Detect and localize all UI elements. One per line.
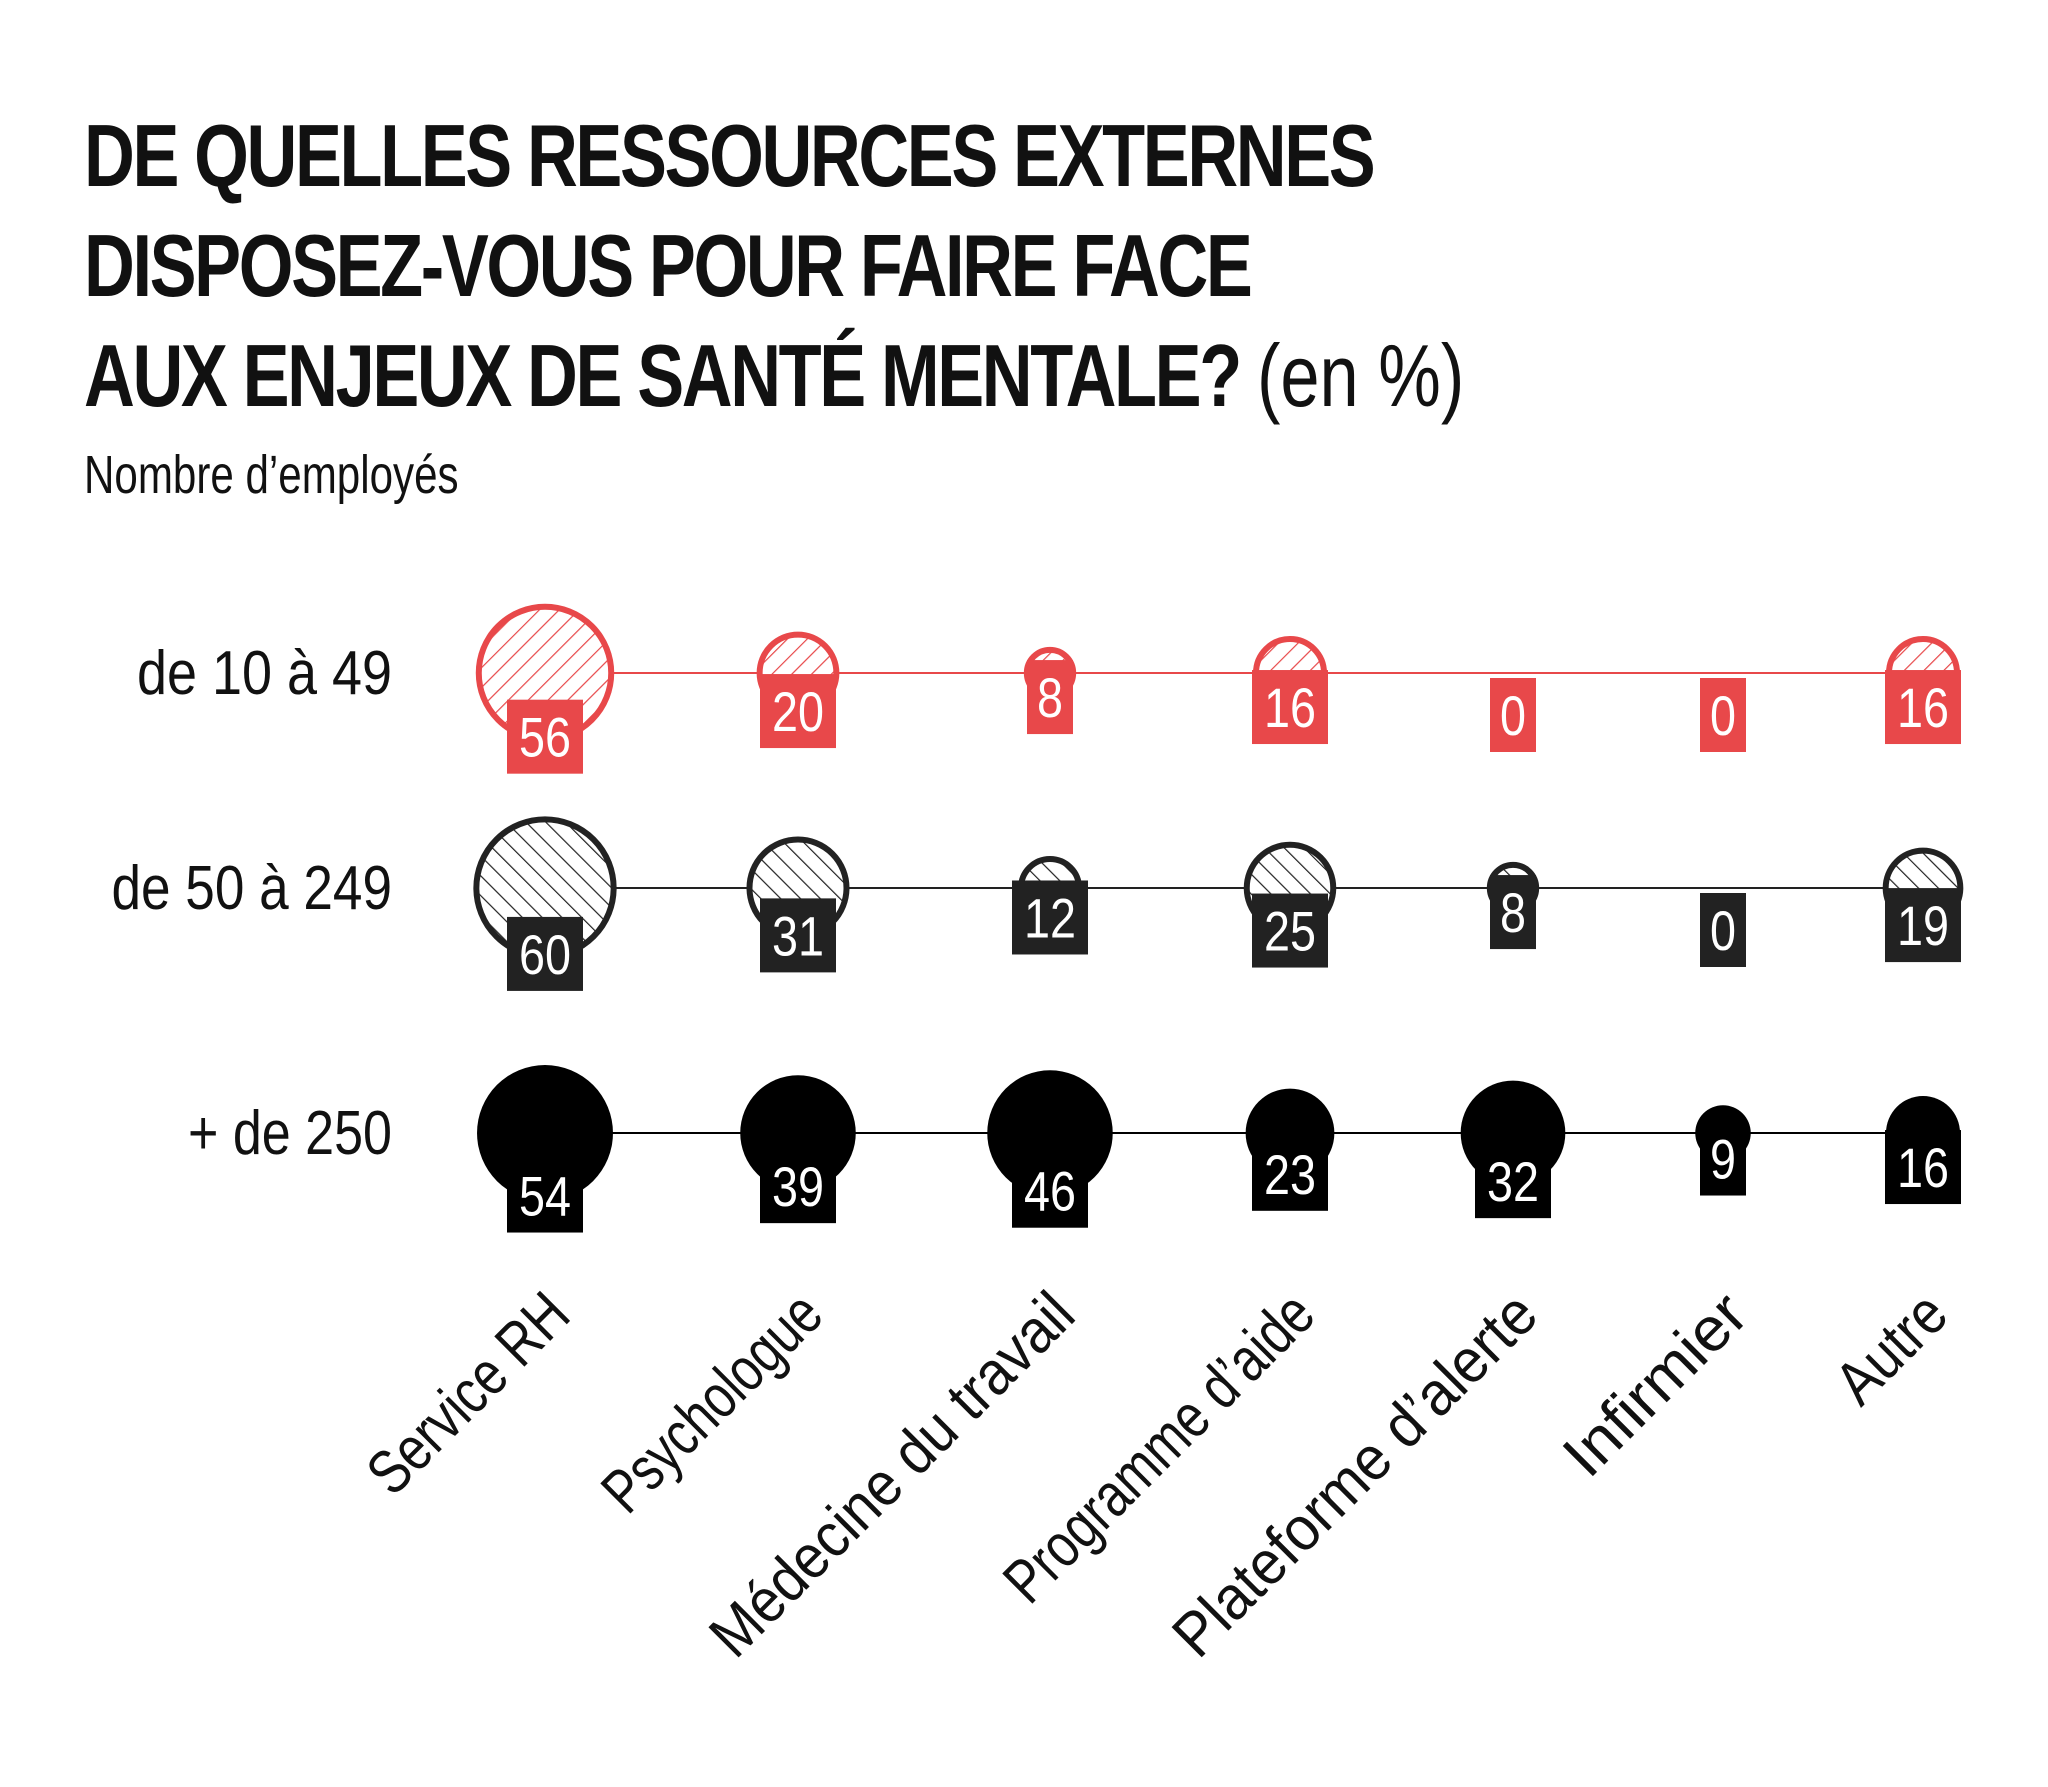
value-label-box	[760, 1149, 836, 1224]
value-label-box	[1885, 1130, 1961, 1205]
value-label: 23	[1264, 1143, 1316, 1206]
row-label-1: de 50 à 249	[112, 854, 393, 923]
value-label: 25	[1264, 900, 1316, 963]
value-label: 31	[772, 904, 824, 967]
value-label: 16	[1897, 1136, 1949, 1199]
category-label: Plateforme d’alerte	[1160, 1279, 1551, 1670]
chart-title-unit: (en %)	[1256, 326, 1465, 425]
series-row-0: de 10 à 49 56 20 8 16 0 0 16	[137, 603, 1961, 774]
value-label-box	[1885, 888, 1961, 963]
value-label: 39	[772, 1155, 824, 1218]
category-label: Autre	[1822, 1279, 1961, 1418]
value-label: 8	[1500, 881, 1526, 944]
value-label: 60	[519, 923, 571, 986]
value-label: 54	[519, 1165, 571, 1228]
value-label-box	[1490, 875, 1536, 950]
value-label: 9	[1710, 1128, 1736, 1191]
series-row-1: de 50 à 249 60 31 12 25 8 0 19	[112, 816, 1964, 991]
value-label-box	[1252, 1136, 1328, 1211]
value-label: 0	[1500, 684, 1526, 747]
chart-subtitle: Nombre d’employés	[84, 445, 459, 505]
series-row-2: + de 250 54 39 46 23 32 9 16	[188, 1065, 1961, 1233]
chart-title-line-2: DISPOSEZ-VOUS POUR FAIRE FACE	[84, 216, 1253, 315]
chart-title-line-3: AUX ENJEUX DE SANTÉ MENTALE? (en %)	[84, 332, 1464, 420]
value-label: 0	[1710, 899, 1736, 962]
value-label-box	[1700, 893, 1746, 967]
value-label-box	[1475, 1144, 1551, 1219]
value-label: 8	[1037, 666, 1063, 729]
value-label-box	[760, 898, 836, 973]
value-label-box	[1885, 670, 1961, 745]
value-label-box	[1700, 1121, 1746, 1196]
category-label: Psychologue	[589, 1279, 836, 1526]
value-label: 20	[772, 680, 824, 743]
value-label: 56	[519, 706, 571, 769]
value-label-box	[507, 1158, 583, 1233]
category-label: Infirmier	[1550, 1279, 1761, 1490]
value-label-box	[1252, 670, 1328, 745]
value-label-box	[1027, 660, 1073, 735]
value-label: 16	[1897, 676, 1949, 739]
value-label-box	[1012, 880, 1088, 955]
value-label: 0	[1710, 684, 1736, 747]
chart-title-line-1: DE QUELLES RESSOURCES EXTERNES	[84, 106, 1376, 205]
chart-title-text: AUX ENJEUX DE SANTÉ MENTALE?	[84, 326, 1242, 425]
value-label: 46	[1024, 1160, 1076, 1223]
value-label-box	[1252, 893, 1328, 968]
value-label-box	[1012, 1153, 1088, 1228]
row-label-0: de 10 à 49	[137, 639, 392, 708]
value-label-box	[1700, 678, 1746, 752]
value-label-box	[507, 916, 583, 991]
value-label-box	[1490, 678, 1536, 752]
value-label: 32	[1487, 1150, 1539, 1213]
value-label: 16	[1264, 676, 1316, 739]
value-label: 12	[1024, 886, 1076, 949]
category-label: Service RH	[354, 1279, 583, 1508]
value-label-box	[507, 699, 583, 774]
value-label-box	[760, 674, 836, 749]
value-label: 19	[1897, 894, 1949, 957]
row-label-2: + de 250	[188, 1099, 392, 1168]
